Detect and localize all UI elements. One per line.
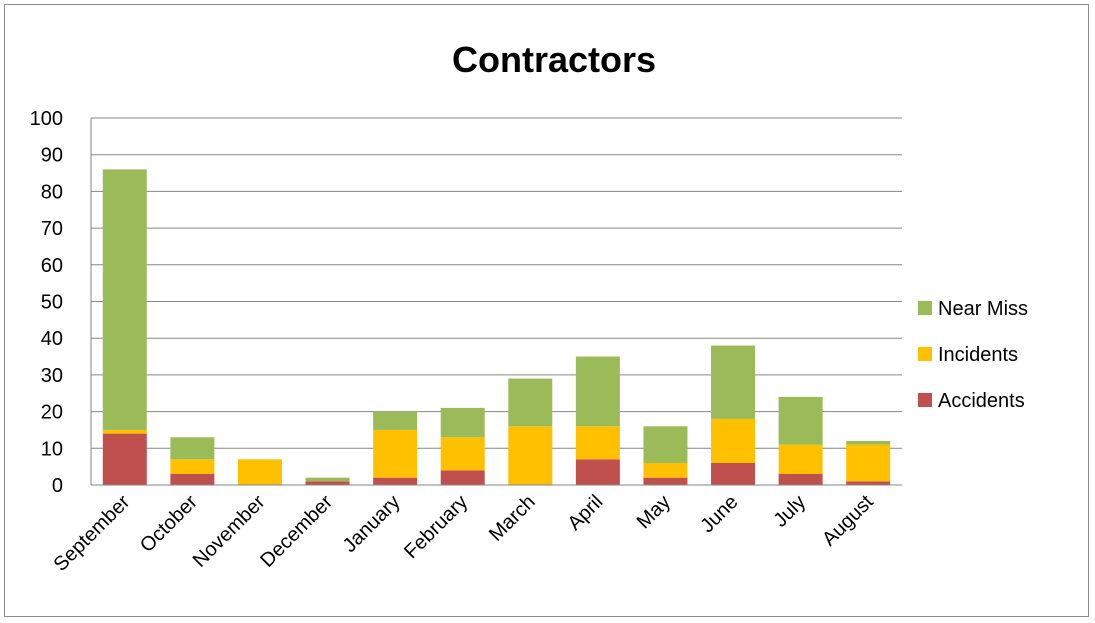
bar-near-miss-april — [575, 356, 620, 427]
bar-near-miss-may — [643, 426, 688, 463]
bar-near-miss-june — [711, 345, 756, 419]
y-tick-label: 100 — [30, 108, 63, 130]
bar-accidents-may — [643, 477, 688, 485]
bar-accidents-july — [778, 473, 823, 485]
legend-swatch-incidents — [918, 347, 932, 361]
bar-incidents-april — [575, 426, 620, 460]
y-tick-label: 70 — [41, 218, 63, 240]
bar-near-miss-december — [305, 477, 350, 482]
bar-accidents-august — [846, 481, 891, 485]
bar-incidents-october — [170, 459, 215, 474]
y-tick-label: 50 — [41, 292, 63, 314]
bar-near-miss-october — [170, 437, 215, 460]
x-tick-label: May — [633, 491, 675, 533]
bar-incidents-august — [846, 444, 891, 482]
y-tick-label: 80 — [41, 181, 63, 203]
x-tick-label: July — [769, 491, 810, 532]
bar-accidents-january — [373, 477, 418, 485]
legend-label-incidents: Incidents — [938, 344, 1018, 366]
bar-incidents-january — [373, 429, 418, 478]
bar-near-miss-january — [373, 411, 418, 430]
x-tick-label: August — [818, 491, 878, 551]
bar-incidents-november — [237, 459, 282, 485]
bar-accidents-september — [102, 433, 147, 485]
bar-near-miss-september — [102, 169, 147, 430]
chart-frame — [4, 4, 1089, 617]
legend-swatch-accidents — [918, 393, 932, 407]
bar-incidents-june — [711, 418, 756, 463]
bar-near-miss-february — [440, 407, 485, 438]
y-tick-label: 0 — [52, 475, 63, 497]
bar-incidents-may — [643, 462, 688, 478]
y-tick-label: 20 — [41, 402, 63, 424]
y-tick-label: 60 — [41, 255, 63, 277]
x-tick-label: October — [136, 491, 202, 557]
legend-label-near-miss: Near Miss — [938, 298, 1028, 320]
bar-accidents-april — [575, 459, 620, 485]
bar-near-miss-march — [508, 378, 553, 427]
x-tick-label: November — [189, 491, 270, 572]
bar-accidents-december — [305, 481, 350, 485]
chart-title: Contractors — [452, 39, 656, 80]
x-tick-label: April — [564, 491, 608, 535]
bar-incidents-july — [778, 444, 823, 474]
x-tick-label: June — [696, 491, 742, 537]
legend-label-accidents: Accidents — [938, 390, 1025, 412]
bar-incidents-march — [508, 426, 553, 485]
x-tick-label: March — [485, 491, 540, 546]
bar-near-miss-july — [778, 396, 823, 445]
bar-incidents-february — [440, 437, 485, 471]
y-tick-label: 10 — [41, 438, 63, 460]
y-axis-ticks: 0 10 20 30 40 50 60 70 80 90 100 — [30, 108, 63, 497]
x-tick-label: September — [50, 491, 135, 576]
y-tick-label: 90 — [41, 145, 63, 167]
x-tick-label: February — [400, 491, 472, 563]
bars — [91, 169, 902, 486]
x-tick-label: January — [339, 491, 405, 557]
bar-accidents-june — [711, 462, 756, 485]
bar-near-miss-august — [846, 440, 891, 445]
bar-incidents-september — [102, 429, 147, 434]
y-tick-label: 30 — [41, 365, 63, 387]
bar-accidents-october — [170, 473, 215, 485]
y-tick-label: 40 — [41, 328, 63, 350]
bar-accidents-february — [440, 470, 485, 485]
legend-swatch-near-miss — [918, 301, 932, 315]
legend: Near Miss Incidents Accidents — [918, 298, 1028, 412]
x-tick-label: December — [256, 491, 337, 572]
